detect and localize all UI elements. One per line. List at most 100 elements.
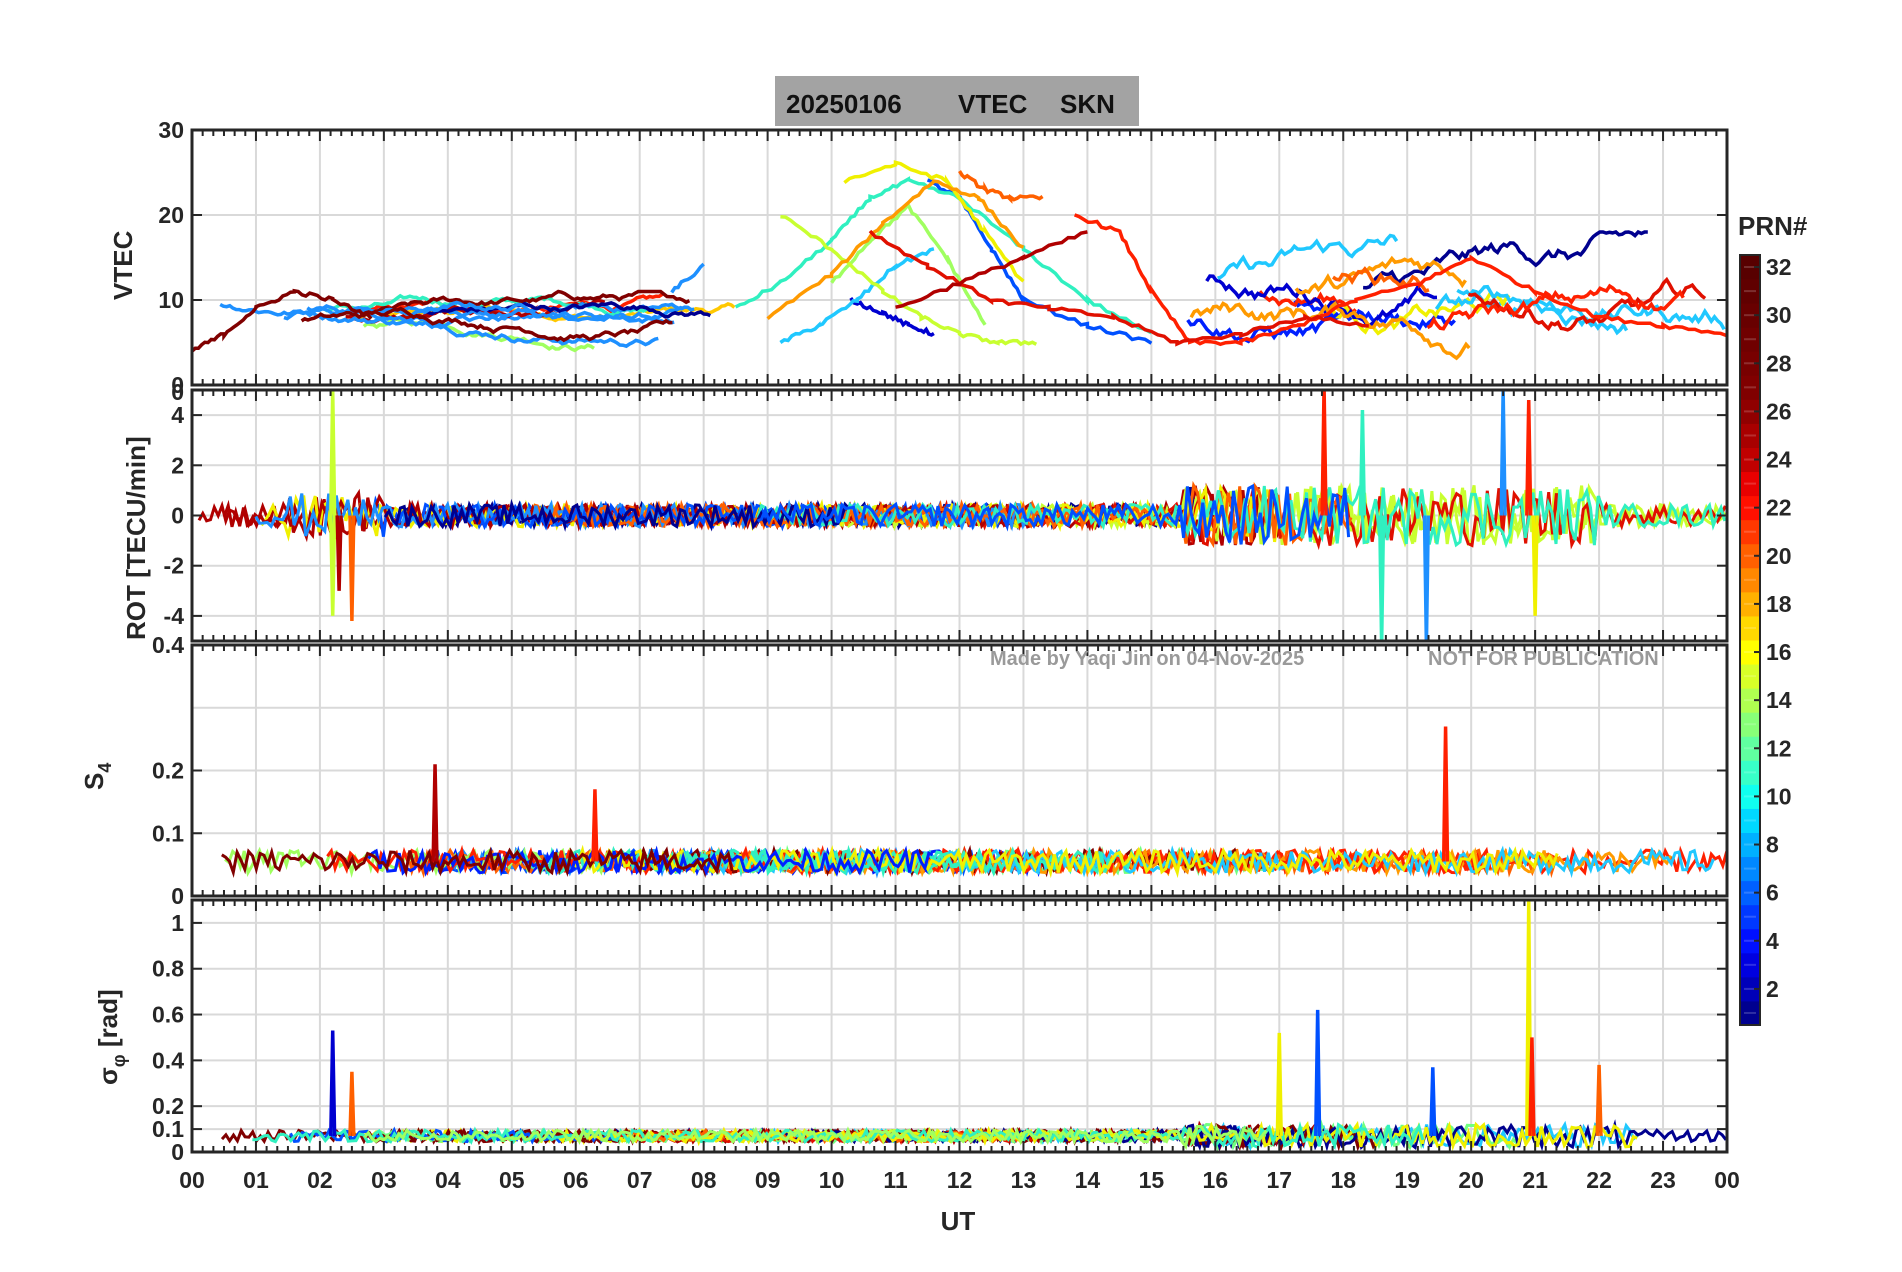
vtec-series-prn-20 [843,160,1025,283]
spike [329,515,337,616]
colorbar-swatch [1740,399,1760,424]
x-axis-label: UT [941,1206,976,1236]
colorbar-tick-label: 32 [1766,254,1792,280]
svg-text:σφ [rad]: σφ [rad] [93,989,129,1085]
y-tick-label: 20 [158,202,184,228]
title-date: 20250106 [786,89,902,119]
y-tick-label: 0.1 [152,1116,184,1142]
x-tick-label: 03 [371,1167,397,1193]
noise-trace [756,483,1351,546]
title-station: SKN [1060,89,1115,119]
colorbar-swatch [1740,327,1760,352]
x-tick-label: 04 [435,1167,461,1193]
colorbar-swatch [1740,688,1760,713]
x-tick-label: 19 [1394,1167,1420,1193]
rot-ylabel: ROT [TECU/min] [121,436,151,640]
colorbar-tick-label: 30 [1766,302,1792,328]
spike [1358,410,1367,516]
vtec-noise-trace [1426,283,1685,331]
y-tick-label: 0 [171,503,184,529]
series-lines [192,160,1727,361]
spike [1422,515,1431,641]
colorbar-swatch [1740,904,1760,930]
colorbar-tick-label: 8 [1766,832,1779,858]
vtec-panel: 10 20 30 0 [158,117,1729,398]
series-lines [220,900,1727,1152]
y-tick-label: 0.4 [152,1047,184,1073]
vtec-noise-trace [372,289,691,314]
y-tick-label: 0.8 [152,956,184,982]
x-tick-label: 06 [563,1167,589,1193]
x-tick-label: 21 [1522,1167,1548,1193]
noise-trace [573,844,1559,879]
y-tick-label: 0.4 [152,632,184,658]
x-tick-label: 10 [819,1167,845,1193]
spike [335,515,343,591]
vtec-ylabel: VTEC [108,230,138,300]
colorbar-tick-label: 6 [1766,880,1779,906]
colorbar-swatch [1740,615,1760,641]
spike [1314,1009,1322,1136]
vtec-noise-trace [1205,274,1438,328]
x-tick-label: 12 [947,1167,973,1193]
x-tick-label: 18 [1330,1167,1356,1193]
colorbar-swatch [1740,303,1760,328]
colorbar-tick-label: 12 [1766,735,1792,761]
y-tick-label: 0.6 [152,1002,184,1028]
colorbar-tick-label: 20 [1766,543,1792,569]
colorbar-swatch [1740,976,1760,1002]
spike [1525,400,1533,516]
x-tick-label: 14 [1075,1167,1101,1193]
colorbar-swatch [1740,712,1760,737]
colorbar-swatch [1740,567,1760,593]
vtec-series-prn-14 [734,176,1153,335]
x-tick-label: 23 [1650,1167,1676,1193]
vtec-series-prn-29 [868,229,1369,347]
vtec-series-prn-12 [779,247,935,344]
spike [329,390,337,516]
colorbar-swatch [1740,471,1760,497]
watermark-notice: NOT FOR PUBLICATION [1428,648,1659,670]
noise-trace [756,485,1727,549]
series-lines [220,726,1727,879]
x-tick-label: 01 [243,1167,269,1193]
colorbar-swatch [1740,832,1760,858]
vtec-series-prn-25 [958,170,1044,204]
noise-trace [702,846,1673,878]
x-tick-label: 11 [883,1167,908,1193]
colorbar-swatch [1740,1000,1760,1026]
vtec-series-prn-32 [192,288,373,353]
watermark-author: Made by Yaqi Jin on 04-Nov-2025 [990,648,1304,670]
colorbar-swatch [1740,760,1760,785]
spike [591,789,599,862]
noise-trace [363,1123,1268,1150]
x-tick-label: 00 [1714,1167,1740,1193]
y-tick-label: -2 [164,553,184,579]
sigma-phi-panel: 00.10.2 0.4 0.6 0.8 1 [152,898,1729,1165]
y-tick-label: -4 [164,603,185,629]
x-tick-label: 02 [307,1167,333,1193]
vtec-series-prn-9 [670,262,705,294]
x-tick-label: 22 [1586,1167,1612,1193]
colorbar-swatch [1740,952,1760,978]
vtec-series-prn-31 [895,230,1088,309]
colorbar-swatch [1740,495,1760,521]
spike [1377,515,1386,641]
colorbar-swatch [1740,375,1760,400]
spike [1441,726,1450,862]
x-tick-label: 05 [499,1167,525,1193]
x-tick-label: 15 [1139,1167,1165,1193]
spike [1595,1064,1603,1137]
colorbar-swatch [1740,664,1760,689]
vtec-noise-trace [283,300,675,325]
colorbar-label: PRN# [1738,211,1808,241]
y-tick-label: 0 [171,1139,184,1165]
x-tick-label: 17 [1266,1167,1292,1193]
vtec-noise-trace [1362,229,1648,290]
vtec-noise-trace [1217,233,1399,280]
noise-trace [367,845,934,877]
colorbar-tick-label: 14 [1766,687,1792,713]
x-tick-label: 16 [1203,1167,1229,1193]
